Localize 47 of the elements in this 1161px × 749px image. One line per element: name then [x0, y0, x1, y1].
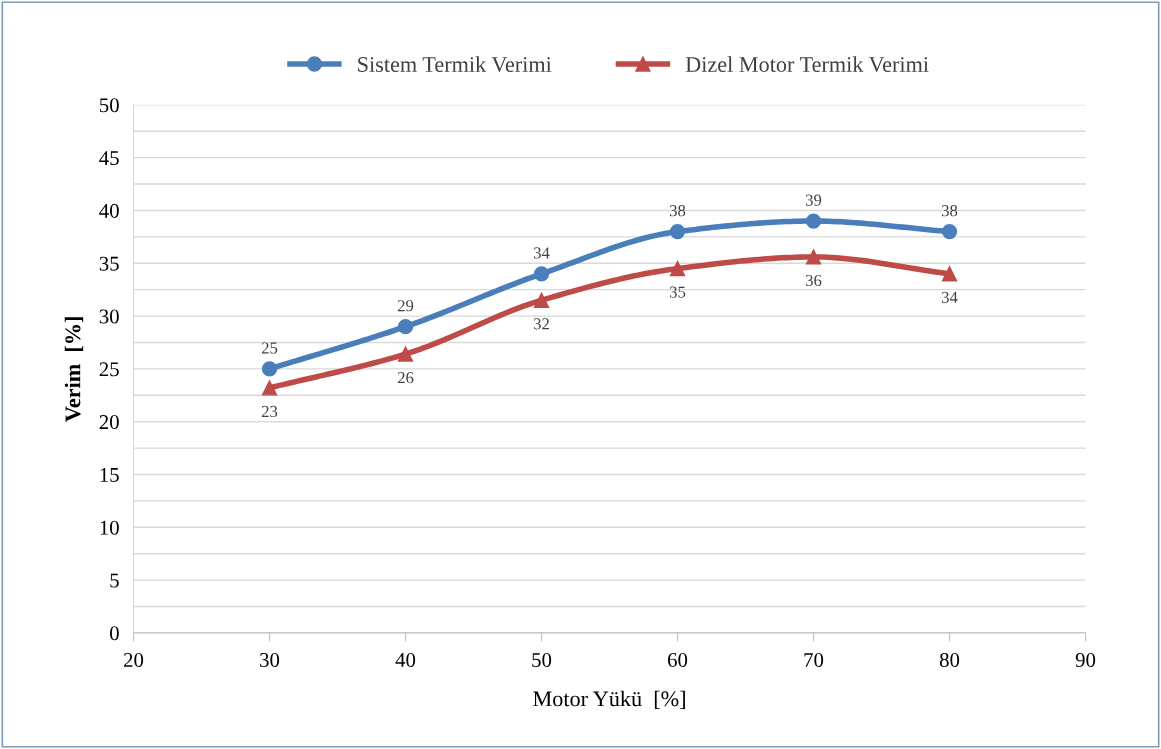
y-axis-title: Verim [%] — [64, 317, 84, 422]
data-label: 34 — [533, 247, 550, 259]
data-label: 38 — [942, 205, 958, 217]
point — [805, 249, 822, 265]
x-tick-label: 90 — [1075, 652, 1096, 668]
point — [941, 266, 958, 282]
x-tick-label: 20 — [124, 652, 144, 668]
point — [533, 266, 550, 282]
data-label: 36 — [805, 274, 822, 287]
data-label: 25 — [261, 342, 278, 354]
point — [397, 318, 414, 335]
data-label: 29 — [397, 300, 414, 312]
point — [805, 213, 822, 229]
data-label: 35 — [669, 286, 686, 298]
point — [261, 380, 278, 396]
y-tick-label: 15 — [100, 467, 119, 482]
x-tick-label: 40 — [395, 652, 416, 668]
data-label: 39 — [805, 194, 822, 206]
x-tick-label: 50 — [532, 652, 552, 668]
x-tick-label: 80 — [939, 652, 960, 668]
data-label: 23 — [261, 405, 278, 418]
x-axis-title: Motor Yükü [%] — [533, 690, 685, 710]
y-tick-label: 10 — [100, 520, 119, 535]
point — [397, 346, 414, 362]
y-tick-label: 20 — [99, 415, 119, 430]
y-tick-label: 50 — [100, 98, 119, 113]
y-tick-label: 5 — [110, 573, 119, 588]
data-label: 34 — [942, 291, 958, 304]
data-label: 26 — [397, 372, 414, 384]
data-label: 38 — [669, 205, 686, 217]
legend-label: Dizel Motor Termik Verimi — [685, 56, 929, 73]
y-tick-label: 30 — [99, 309, 119, 324]
x-tick-label: 30 — [260, 652, 280, 668]
point — [669, 223, 686, 240]
point — [533, 292, 550, 308]
x-tick-label: 60 — [668, 652, 688, 668]
y-tick-label: 45 — [99, 151, 119, 166]
point — [669, 260, 686, 277]
point — [261, 361, 278, 377]
y-tick-label: 35 — [99, 256, 119, 271]
y-tick-label: 25 — [99, 362, 119, 377]
data-label: 32 — [533, 318, 549, 330]
x-tick-label: 70 — [804, 652, 824, 668]
y-tick-label: 0 — [110, 626, 119, 641]
point — [941, 223, 958, 240]
y-tick-label: 40 — [99, 203, 119, 218]
legend-label: Sistem Termik Verimi — [358, 56, 552, 73]
